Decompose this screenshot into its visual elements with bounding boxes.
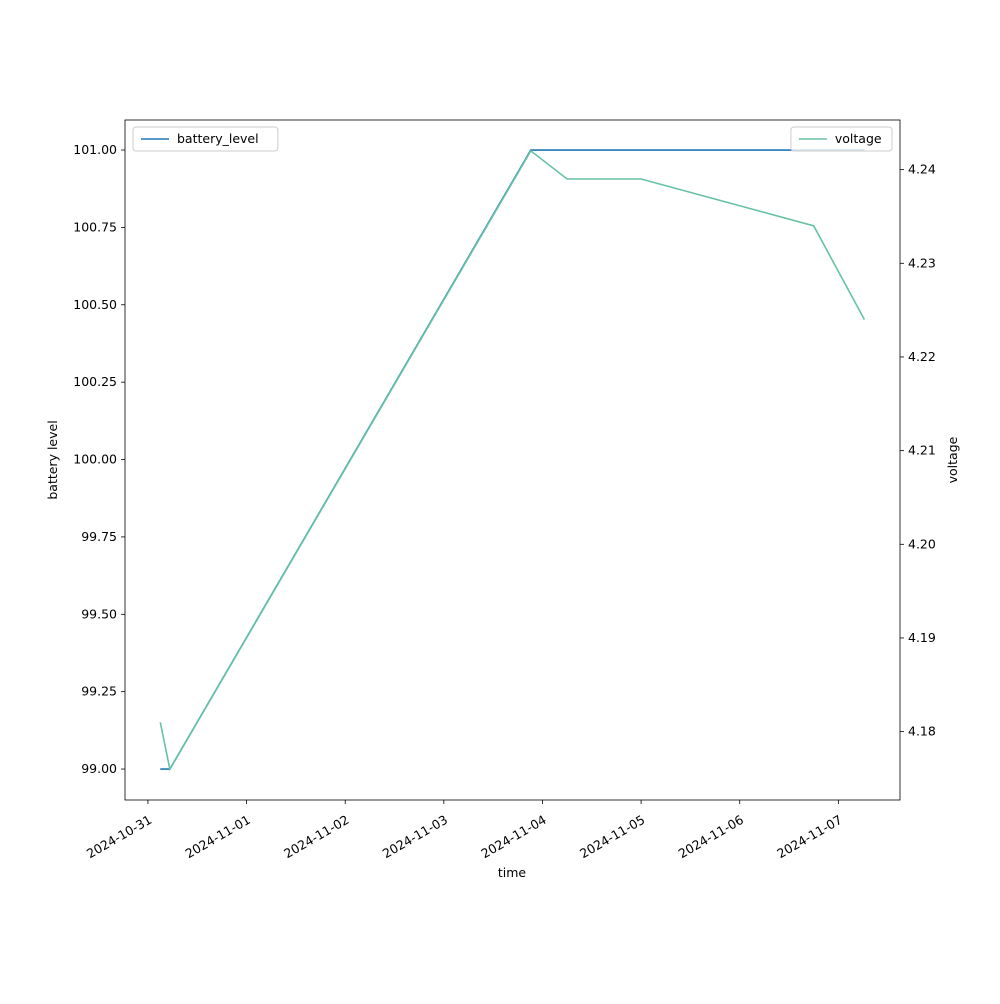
y-tick-label: 99.50	[81, 606, 117, 621]
plot-frame	[124, 119, 901, 801]
y2-axis-label: voltage	[945, 436, 960, 483]
y-tick-label: 100.75	[73, 219, 117, 234]
y-tick-label: 100.00	[73, 452, 117, 467]
y2-tick-label: 4.21	[908, 443, 936, 458]
legend-box	[790, 126, 893, 152]
y2-tick-label: 4.22	[908, 349, 936, 364]
y2-tick-label: 4.24	[908, 162, 936, 177]
y2-tick-label: 4.18	[908, 724, 936, 739]
y2-tick-label: 4.23	[908, 255, 936, 270]
y2-tick-label: 4.20	[908, 536, 936, 551]
y-tick-label: 101.00	[73, 142, 117, 157]
y-tick-label: 100.50	[73, 297, 117, 312]
y-tick-label: 100.25	[73, 374, 117, 389]
y-tick-label: 99.75	[81, 529, 117, 544]
legend-label: battery_level	[177, 131, 259, 146]
legend-box	[132, 126, 279, 152]
series-line	[159, 149, 866, 772]
legend-label: voltage	[835, 131, 882, 146]
y-tick-label: 99.25	[81, 684, 117, 699]
y-axis-label: battery level	[45, 420, 60, 499]
x-axis-label: time	[498, 865, 527, 880]
y-tick-label: 99.00	[81, 761, 117, 776]
y2-tick-label: 4.19	[908, 630, 936, 645]
